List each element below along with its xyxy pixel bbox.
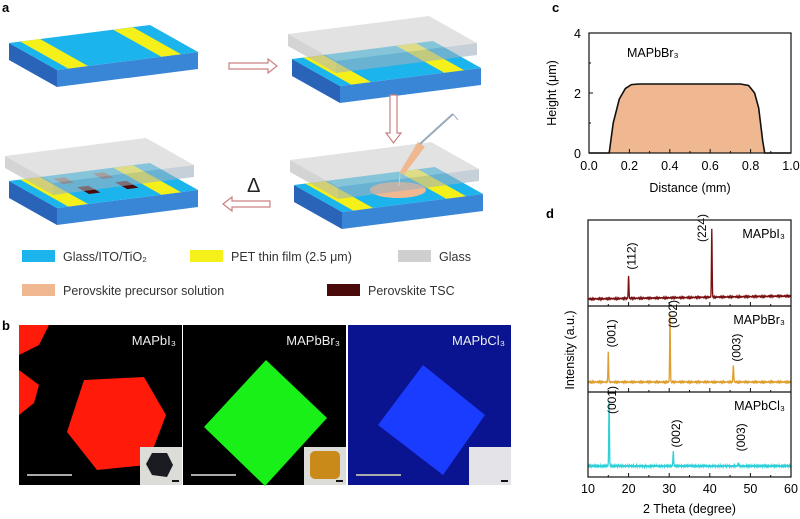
panel-label-a: a (2, 0, 10, 15)
y-tick-label: 4 (574, 27, 581, 41)
peak-label: (003) (729, 334, 743, 362)
x-axis-label: Distance (mm) (649, 181, 730, 195)
cover-glass-side (5, 156, 53, 195)
y-axis-label: Intensity (a.u.) (563, 310, 577, 389)
syringe-barrel (419, 113, 454, 145)
inset-photo (469, 447, 511, 485)
legend-label: Glass/ITO/TiO₂ (63, 250, 147, 264)
crystal (378, 365, 485, 475)
x-axis-label: 2 Theta (degree) (643, 502, 736, 516)
crystal (204, 360, 327, 486)
y-axis-label: Height (μm) (545, 60, 559, 126)
peak-label: (001) (604, 319, 618, 347)
substrate-front (340, 68, 481, 103)
xrd-trace-1 (587, 313, 792, 385)
legend-swatch (327, 284, 360, 296)
right-arrow-icon (228, 57, 278, 75)
series-label: MAPbCl₃ (734, 399, 785, 413)
crystal-fragment (19, 325, 49, 355)
chart-annotation: MAPbBr₃ (627, 46, 679, 60)
micrograph-0: MAPbI₃ (19, 325, 182, 485)
height-profile-line (589, 83, 791, 154)
series-label: MAPbI₃ (742, 227, 785, 241)
legend-label: Perovskite precursor solution (63, 284, 224, 298)
substrate-front (57, 52, 198, 87)
syringe-needle (398, 173, 401, 186)
micrograph-2: MAPbCl₃ (348, 325, 511, 485)
x-tick-label: 1.0 (782, 159, 799, 173)
y-tick-label: 2 (574, 87, 581, 101)
x-tick-label: 30 (662, 482, 676, 496)
substrate-side (292, 59, 340, 103)
syringe-body (399, 141, 425, 175)
legend-swatch (398, 250, 431, 262)
legend-label: PET thin film (2.5 μm) (231, 250, 352, 264)
peak-label: (112) (625, 242, 639, 269)
x-tick-label: 0.4 (661, 159, 678, 173)
peak-label: (002) (666, 300, 680, 328)
cover-glass-top (5, 138, 194, 183)
legend-swatch (22, 250, 55, 262)
x-tick-label: 0.6 (702, 159, 719, 173)
legend-swatch (22, 284, 55, 296)
x-tick-label: 0.0 (580, 159, 597, 173)
syringe-plunger (452, 113, 459, 121)
micrograph-label: MAPbBr₃ (286, 333, 340, 348)
device-step-4 (5, 138, 198, 225)
plot-frame (587, 219, 792, 478)
cover-glass-side (290, 160, 338, 199)
heat-symbol: Δ (247, 175, 260, 197)
peak-label: (003) (734, 423, 748, 451)
xrd-trace-0 (587, 228, 792, 302)
cover-glass-front (336, 43, 477, 73)
inset-crystal (146, 453, 173, 477)
peak-label: (001) (605, 386, 619, 414)
height-profile-area (589, 84, 791, 153)
x-tick-label: 50 (743, 482, 757, 496)
substrate-side (9, 181, 57, 225)
cover-glass-front (338, 169, 479, 199)
series-label: MAPbBr₃ (733, 313, 785, 327)
peak-label: (224) (695, 214, 709, 242)
x-tick-label: 10 (581, 482, 595, 496)
peak-label: (002) (669, 419, 683, 447)
crystal-fragment (19, 370, 39, 415)
x-tick-label: 0.8 (742, 159, 759, 173)
xrd-trace-2 (587, 400, 792, 470)
y-tick-label: 0 (574, 147, 581, 161)
substrate-front (342, 194, 483, 229)
micrograph-1: MAPbBr₃ (183, 325, 346, 486)
panel-label-c: c (552, 0, 559, 15)
substrate-side (294, 185, 342, 229)
pet-film-stripe (113, 27, 182, 57)
pet-film-stripe (20, 39, 88, 69)
legend-swatch (190, 250, 223, 262)
x-tick-label: 40 (703, 482, 717, 496)
x-tick-label: 20 (622, 482, 636, 496)
legend-label: Perovskite TSC (368, 284, 455, 298)
cover-glass-top (290, 142, 479, 187)
down-arrow-icon (384, 94, 403, 144)
panel-label-d: d (546, 206, 554, 221)
crystal (67, 377, 166, 470)
x-tick-label: 0.2 (621, 159, 638, 173)
panel-label-b: b (2, 318, 10, 333)
micrograph-label: MAPbI₃ (132, 333, 176, 348)
inset-crystal (310, 451, 340, 479)
micrograph-label: MAPbCl₃ (452, 333, 505, 348)
device-step-2 (288, 16, 481, 103)
cover-glass-top (288, 16, 477, 61)
cover-glass-side (288, 34, 336, 73)
cover-glass-front (53, 165, 194, 195)
device-step-1 (9, 25, 198, 87)
x-tick-label: 60 (784, 482, 798, 496)
substrate-front (57, 190, 198, 225)
device-step-3 (290, 113, 483, 229)
substrate-side (9, 43, 57, 87)
left-arrow-icon (222, 195, 271, 213)
legend-label: Glass (439, 250, 471, 264)
